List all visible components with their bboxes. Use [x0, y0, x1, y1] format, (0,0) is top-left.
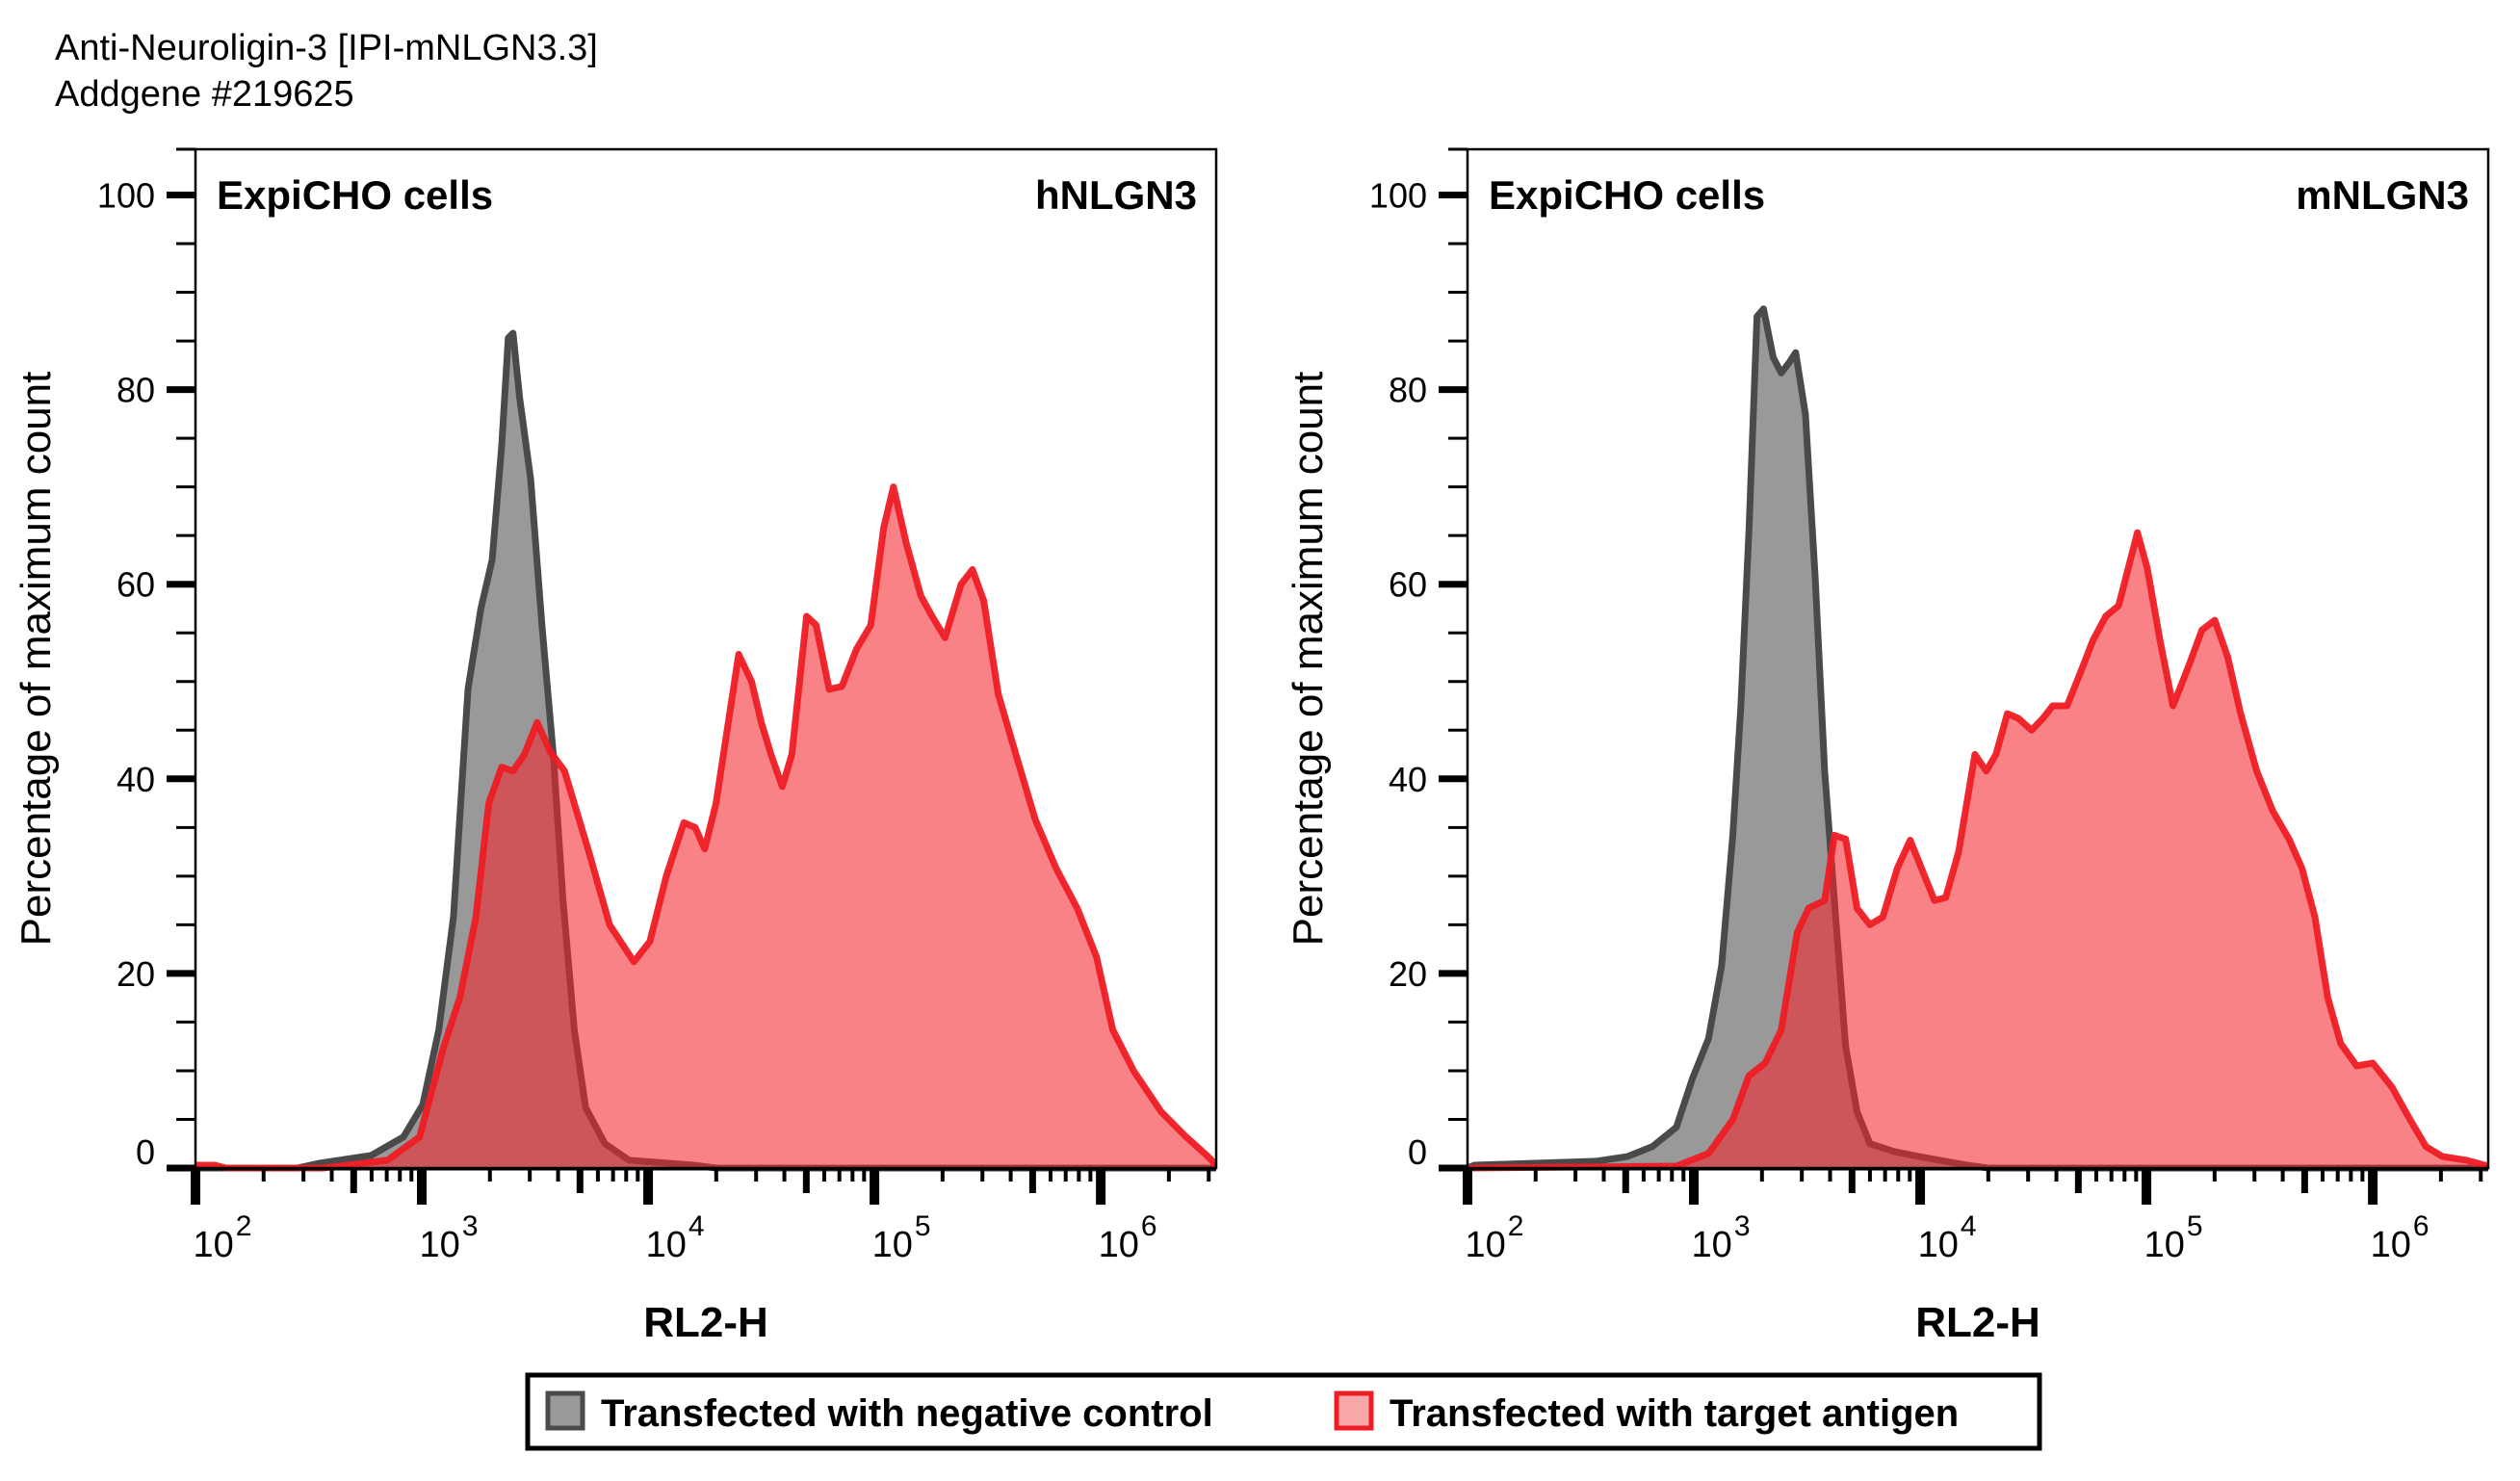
y-tick-label: 20	[117, 954, 155, 994]
x-axis-label: RL2-H	[643, 1299, 768, 1346]
x-tick-label: 105	[2144, 1210, 2203, 1265]
y-tick-label: 20	[1389, 954, 1427, 994]
histogram-fill-antigen	[195, 486, 1216, 1169]
histogram-fill-antigen	[1468, 533, 2488, 1168]
x-tick-label: 103	[420, 1210, 479, 1265]
x-tick-base: 10	[1466, 1225, 1506, 1265]
x-tick-exponent: 6	[1141, 1210, 1157, 1242]
y-tick-label: 60	[1389, 565, 1427, 605]
x-tick-exponent: 5	[915, 1210, 931, 1242]
panel-subtitle: ExpiCHO cells	[1489, 172, 1765, 218]
x-tick-base: 10	[1099, 1225, 1139, 1265]
legend: Transfected with negative control Transf…	[525, 1372, 2042, 1451]
x-tick-label: 103	[1692, 1210, 1751, 1265]
x-tick-base: 10	[420, 1225, 460, 1265]
y-tick-label: 40	[117, 760, 155, 799]
series-group	[1468, 305, 2488, 1172]
panel-subtitle: ExpiCHO cells	[217, 172, 493, 218]
legend-box	[525, 1372, 2042, 1451]
y-tick-label: 80	[117, 371, 155, 410]
x-tick-exponent: 3	[1734, 1210, 1751, 1242]
x-tick-label: 102	[1466, 1210, 1524, 1265]
x-tick-label: 102	[194, 1210, 252, 1265]
x-tick-label: 105	[872, 1210, 931, 1265]
x-tick-exponent: 2	[236, 1210, 252, 1242]
x-tick-base: 10	[2371, 1225, 2411, 1265]
x-tick-label: 104	[1918, 1210, 1977, 1265]
x-tick-base: 10	[646, 1225, 687, 1265]
y-tick-label: 40	[1389, 760, 1427, 799]
figure-title: Anti-Neuroligin-3 [IPI-mNLGN3.3]	[55, 28, 598, 68]
x-tick-base: 10	[872, 1225, 913, 1265]
plot-area	[195, 329, 1216, 1172]
panel-title: mNLGN3	[2296, 172, 2469, 218]
x-tick-label: 106	[1099, 1210, 1157, 1265]
y-tick-label: 0	[1408, 1132, 1427, 1172]
legend-label-antigen: Transfected with target antigen	[1390, 1392, 1959, 1435]
panel-title: hNLGN3	[1035, 172, 1197, 218]
legend-swatch-antigen	[1334, 1390, 1374, 1431]
plot-area	[1468, 305, 2488, 1172]
x-tick-exponent: 3	[462, 1210, 479, 1242]
x-axis-label: RL2-H	[1915, 1299, 2040, 1346]
y-tick-label: 100	[1369, 175, 1427, 215]
y-tick-label: 0	[136, 1132, 155, 1172]
y-tick-label: 60	[117, 565, 155, 605]
x-tick-base: 10	[2144, 1225, 2185, 1265]
legend-label-control: Transfected with negative control	[601, 1392, 1213, 1435]
figure-subtitle: Addgene #219625	[55, 74, 354, 115]
y-axis-label: Percentage of maximum count	[13, 372, 60, 947]
x-tick-base: 10	[1918, 1225, 1959, 1265]
legend-swatch-control	[545, 1390, 585, 1431]
x-tick-base: 10	[1692, 1225, 1732, 1265]
legend-item-antigen: Transfected with target antigen	[1334, 1390, 1959, 1435]
x-tick-base: 10	[194, 1225, 234, 1265]
legend-item-control: Transfected with negative control	[545, 1390, 1213, 1435]
x-tick-exponent: 4	[1961, 1210, 1977, 1242]
y-tick-label: 100	[97, 175, 155, 215]
series-group	[195, 329, 1216, 1172]
histogram-line-antigen	[1468, 529, 2488, 1172]
y-tick-label: 80	[1389, 371, 1427, 410]
x-tick-label: 106	[2371, 1210, 2429, 1265]
y-axis-label: Percentage of maximum count	[1285, 372, 1332, 947]
histogram-line-antigen	[195, 483, 1216, 1172]
x-tick-label: 104	[646, 1210, 705, 1265]
x-tick-exponent: 4	[688, 1210, 705, 1242]
x-tick-exponent: 6	[2413, 1210, 2429, 1242]
x-tick-exponent: 5	[2187, 1210, 2203, 1242]
x-tick-exponent: 2	[1508, 1210, 1524, 1242]
